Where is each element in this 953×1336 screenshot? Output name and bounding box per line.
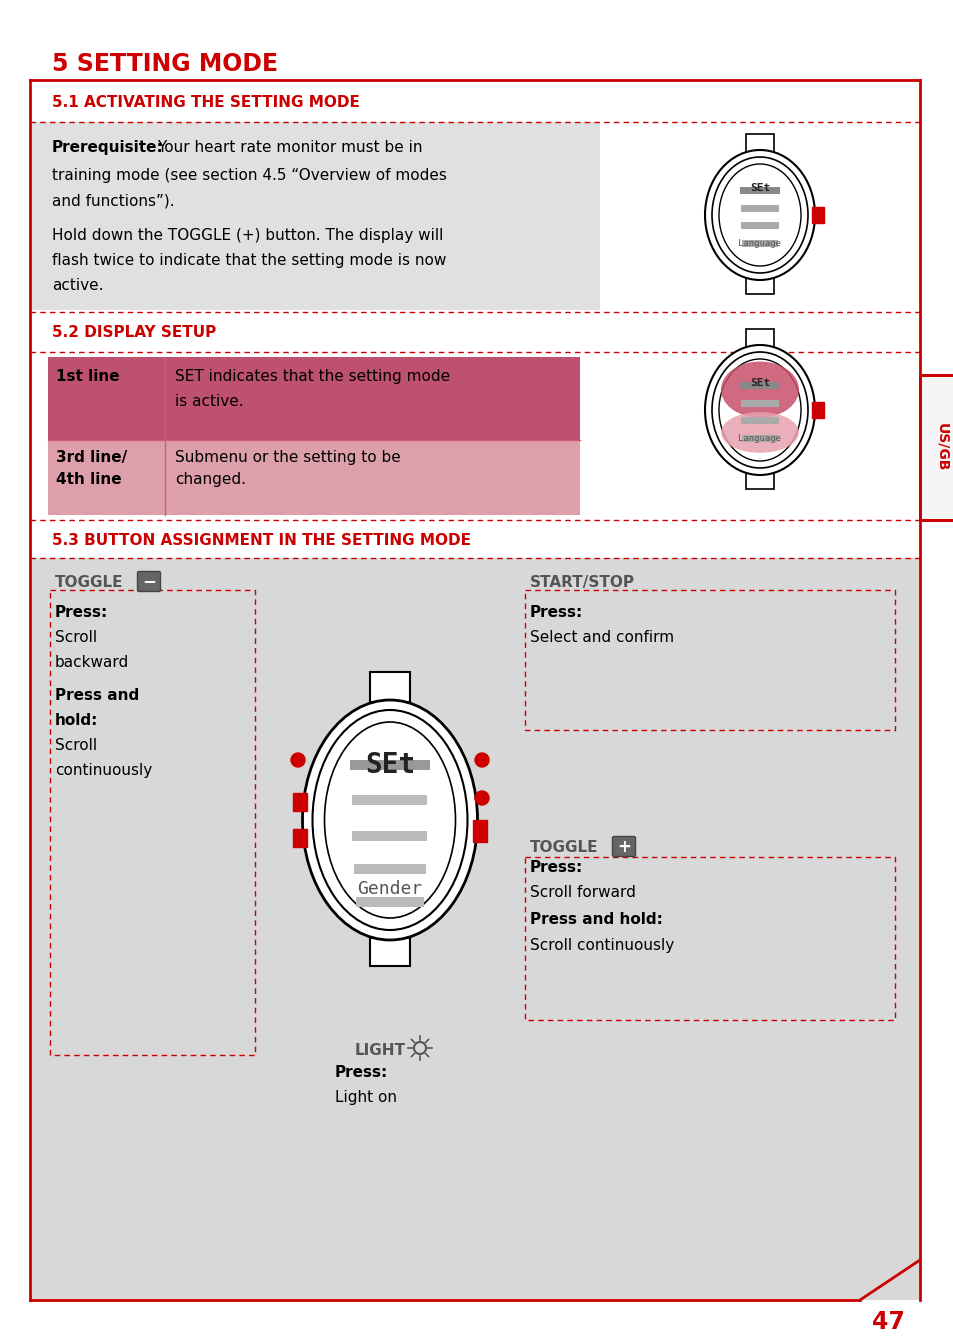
Text: START/STOP: START/STOP <box>530 574 635 591</box>
Bar <box>355 898 423 907</box>
Ellipse shape <box>711 351 807 468</box>
Text: 5.1 ACTIVATING THE SETTING MODE: 5.1 ACTIVATING THE SETTING MODE <box>52 95 359 110</box>
Text: Press:: Press: <box>55 605 108 620</box>
Text: Your heart rate monitor must be in: Your heart rate monitor must be in <box>157 140 422 155</box>
Bar <box>473 820 486 842</box>
Text: Press:: Press: <box>530 860 582 875</box>
Ellipse shape <box>711 158 807 273</box>
Bar <box>350 760 430 770</box>
Text: +: + <box>617 838 630 855</box>
Text: SEt: SEt <box>364 751 415 779</box>
Bar <box>740 382 780 389</box>
Text: Hold down the TOGGLE (+) button. The display will: Hold down the TOGGLE (+) button. The dis… <box>52 228 443 243</box>
Text: backward: backward <box>55 655 129 669</box>
Bar <box>48 357 579 440</box>
Text: Press and: Press and <box>55 688 139 703</box>
Text: active.: active. <box>52 278 103 293</box>
Ellipse shape <box>704 345 814 476</box>
Text: 5.3 BUTTON ASSIGNMENT IN THE SETTING MODE: 5.3 BUTTON ASSIGNMENT IN THE SETTING MOD… <box>52 533 471 548</box>
Text: Gender: Gender <box>357 879 422 898</box>
Bar <box>352 831 427 840</box>
Bar <box>370 672 410 701</box>
Text: LIGHT: LIGHT <box>355 1043 406 1058</box>
Bar <box>740 222 779 230</box>
Text: Language: Language <box>738 239 781 248</box>
FancyBboxPatch shape <box>137 572 160 592</box>
Ellipse shape <box>302 700 477 941</box>
Text: −: − <box>142 573 155 591</box>
Ellipse shape <box>704 150 814 281</box>
Text: 1st line: 1st line <box>56 369 119 383</box>
Text: SEt: SEt <box>749 183 769 194</box>
Text: Scroll continuously: Scroll continuously <box>530 938 674 953</box>
Bar <box>740 417 779 425</box>
Ellipse shape <box>720 411 799 453</box>
Bar <box>352 795 427 806</box>
Ellipse shape <box>313 709 467 930</box>
Text: 4th line: 4th line <box>56 472 121 488</box>
Circle shape <box>475 754 489 767</box>
Ellipse shape <box>324 721 455 918</box>
Circle shape <box>291 754 305 767</box>
Bar <box>30 122 599 310</box>
Text: TOGGLE: TOGGLE <box>55 574 123 591</box>
Text: Scroll forward: Scroll forward <box>530 884 636 900</box>
Text: Submenu or the setting to be: Submenu or the setting to be <box>174 450 400 465</box>
Bar <box>48 440 579 514</box>
Text: Scroll: Scroll <box>55 631 97 645</box>
FancyBboxPatch shape <box>612 836 635 856</box>
Text: 5.2 DISPLAY SETUP: 5.2 DISPLAY SETUP <box>52 325 216 339</box>
Bar <box>370 938 410 966</box>
Text: Select and confirm: Select and confirm <box>530 631 674 645</box>
Text: and functions”).: and functions”). <box>52 192 174 208</box>
Bar <box>293 794 307 811</box>
Text: Light on: Light on <box>335 1090 396 1105</box>
Bar <box>741 239 778 247</box>
Text: continuously: continuously <box>55 763 152 778</box>
Text: flash twice to indicate that the setting mode is now: flash twice to indicate that the setting… <box>52 253 446 269</box>
Text: TOGGLE: TOGGLE <box>530 840 598 855</box>
Text: is active.: is active. <box>174 394 243 409</box>
Bar <box>745 274 773 294</box>
Text: Prerequisite:: Prerequisite: <box>52 140 164 155</box>
Text: hold:: hold: <box>55 713 98 728</box>
Text: training mode (see section 4.5 “Overview of modes: training mode (see section 4.5 “Overview… <box>52 168 446 183</box>
Ellipse shape <box>719 164 801 266</box>
Bar <box>811 207 823 223</box>
Bar <box>919 375 953 520</box>
Text: Press:: Press: <box>335 1065 388 1079</box>
Text: changed.: changed. <box>174 472 246 488</box>
Text: US/GB: US/GB <box>934 422 948 472</box>
Ellipse shape <box>720 362 799 418</box>
Text: Press and hold:: Press and hold: <box>530 912 662 927</box>
Bar <box>740 399 779 407</box>
Circle shape <box>475 791 489 806</box>
Ellipse shape <box>719 359 801 461</box>
Text: Press:: Press: <box>530 605 582 620</box>
Bar <box>740 204 779 212</box>
Bar <box>745 469 773 489</box>
Bar <box>293 830 307 847</box>
Text: SET indicates that the setting mode: SET indicates that the setting mode <box>174 369 450 383</box>
Text: Language: Language <box>738 434 781 444</box>
Bar <box>740 187 780 194</box>
Bar <box>745 329 773 349</box>
Text: Scroll: Scroll <box>55 737 97 754</box>
Bar <box>30 558 919 1300</box>
Bar <box>811 402 823 418</box>
Bar <box>745 134 773 154</box>
Bar <box>354 864 426 874</box>
Text: 47: 47 <box>871 1311 904 1335</box>
Text: 5 SETTING MODE: 5 SETTING MODE <box>52 52 278 76</box>
Text: SEt: SEt <box>749 378 769 389</box>
Bar <box>741 434 778 441</box>
Text: 3rd line/: 3rd line/ <box>56 450 127 465</box>
